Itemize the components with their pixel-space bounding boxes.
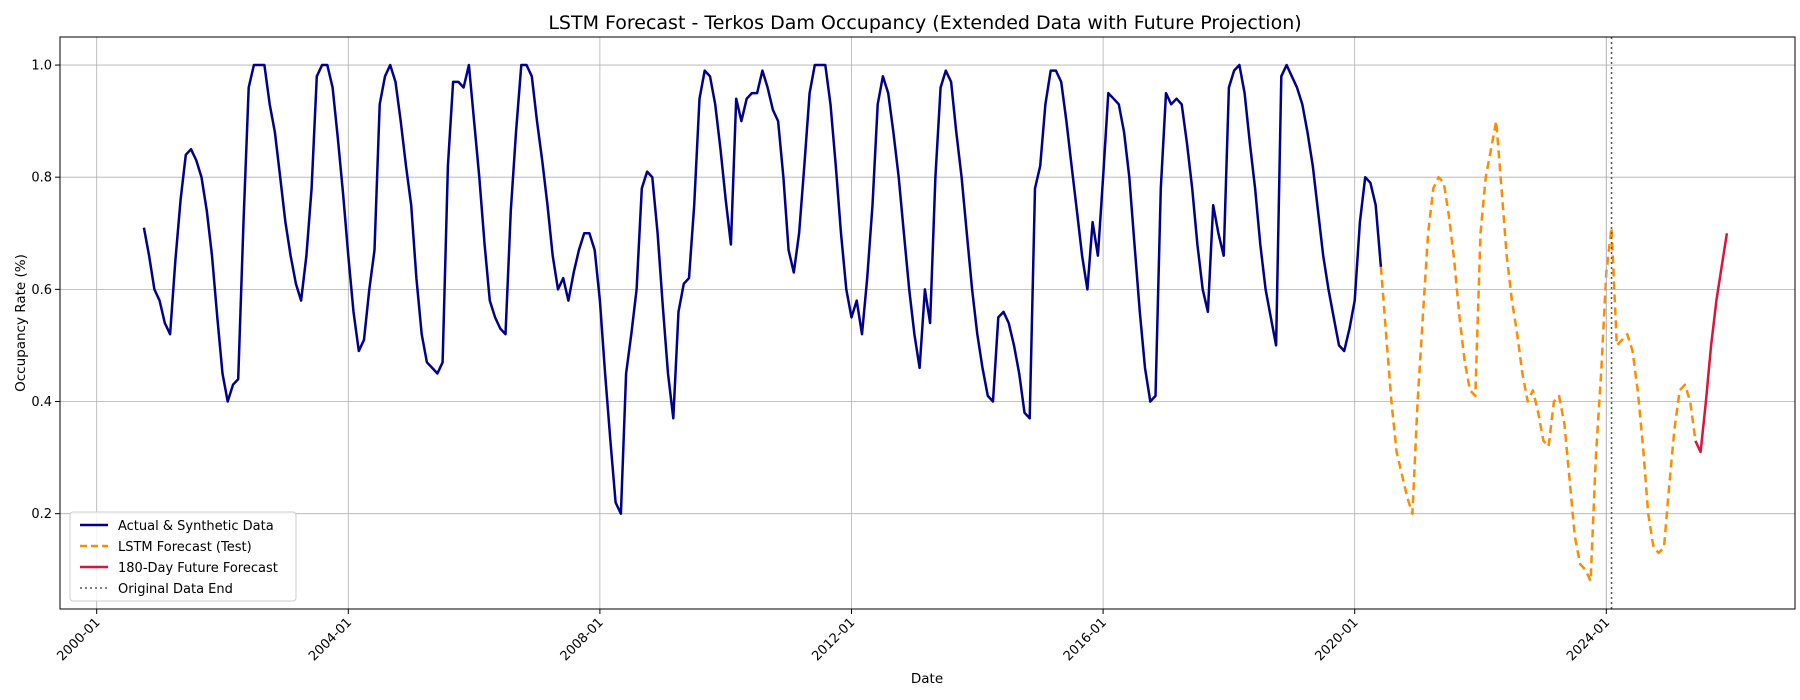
y-tick-label: 0.6 xyxy=(31,283,52,298)
series-lstm-forecast-line xyxy=(1379,119,1697,583)
y-tick-label: 0.2 xyxy=(31,507,52,522)
series-actual-line xyxy=(142,63,1383,515)
y-tick-label: 1.0 xyxy=(31,59,52,74)
legend: Actual & Synthetic Data LSTM Forecast (T… xyxy=(69,511,297,602)
series-future-forecast-line xyxy=(1694,233,1729,454)
plot-frame xyxy=(59,36,1796,610)
legend-label-actual: Actual & Synthetic Data xyxy=(118,519,274,534)
x-axis-label: Date xyxy=(911,671,943,687)
legend-label-original-end: Original Data End xyxy=(118,582,233,597)
chart-title: LSTM Forecast - Terkos Dam Occupancy (Ex… xyxy=(548,12,1301,34)
series-layer xyxy=(142,63,1729,583)
y-axis-label: Occupancy Rate (%) xyxy=(13,254,29,392)
grid xyxy=(60,37,1795,609)
legend-box xyxy=(69,511,297,602)
marker-layer xyxy=(1605,37,1613,609)
legend-label-future: 180-Day Future Forecast xyxy=(118,561,278,576)
legend-label-lstm: LSTM Forecast (Test) xyxy=(118,540,252,555)
y-tick-label: 0.8 xyxy=(31,171,52,186)
y-axis-ticks: 0.2 0.4 0.6 0.8 1.0 xyxy=(31,59,60,522)
y-tick-label: 0.4 xyxy=(31,395,52,410)
